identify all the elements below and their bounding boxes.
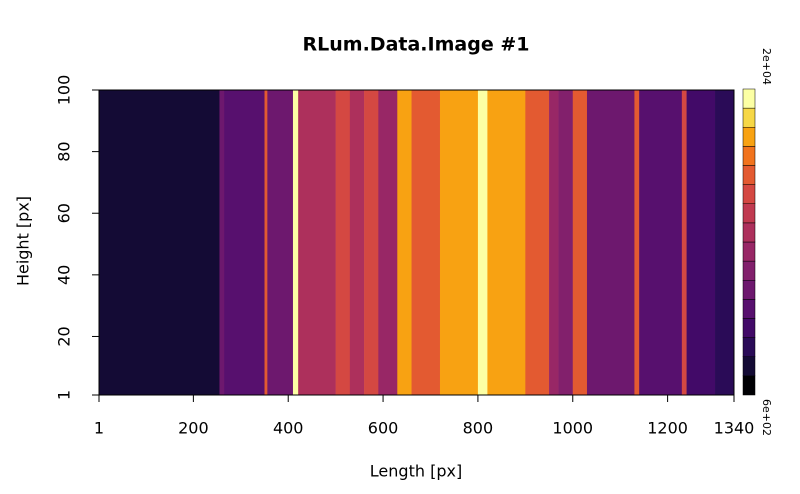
y-tick-label: 60 [55, 203, 74, 223]
heat-column [586, 90, 635, 395]
colorbar-box [742, 280, 756, 300]
y-tick-label: 100 [55, 75, 74, 106]
heat-column [224, 90, 265, 395]
heat-column [681, 90, 687, 395]
heat-column [267, 90, 294, 395]
heat-column [378, 90, 398, 395]
colorbar-box [742, 375, 756, 396]
heat-column [525, 90, 550, 395]
heat-column [219, 90, 225, 395]
heat-column [686, 90, 716, 395]
heat-column [477, 90, 488, 395]
heat-column [292, 90, 299, 395]
heatmap [99, 90, 735, 395]
heat-column [439, 90, 479, 395]
heat-column [335, 90, 351, 395]
heat-column [549, 90, 559, 395]
x-axis-label: Length [px] [370, 462, 462, 481]
heat-column [411, 90, 441, 395]
colorbar-box [742, 356, 756, 377]
heat-column [264, 90, 268, 395]
heat-column [639, 90, 683, 395]
colorbar-box [742, 107, 756, 128]
heat-column [487, 90, 526, 395]
heat-column [397, 90, 412, 395]
heat-column [572, 90, 588, 395]
colorbar-box [742, 165, 756, 185]
y-tick-label: 40 [55, 265, 74, 285]
heat-column [715, 90, 735, 395]
y-tick-label: 1 [55, 390, 74, 400]
colorbar-box [742, 299, 756, 319]
colorbar-box [742, 146, 756, 166]
x-tick-label: 800 [463, 419, 494, 438]
x-tick-label: 1 [94, 419, 104, 438]
colorbar-box [742, 127, 756, 147]
heat-column [364, 90, 379, 395]
y-axis-label: Height [px] [14, 196, 33, 286]
heat-column [99, 90, 220, 395]
colorbar-box [742, 88, 756, 109]
colorbar-box [742, 222, 756, 243]
colorbar-label: 6e+02 [760, 399, 773, 436]
heat-column [634, 90, 640, 395]
x-tick-label: 1340 [714, 419, 755, 438]
x-tick-label: 600 [368, 419, 399, 438]
y-tick-label: 20 [55, 326, 74, 346]
heat-column [558, 90, 574, 395]
y-tick-label: 80 [55, 141, 74, 161]
colorbar-box [742, 184, 756, 204]
x-tick-label: 400 [273, 419, 304, 438]
colorbar-box [742, 203, 756, 224]
x-tick-label: 200 [178, 419, 209, 438]
colorbar-box [742, 260, 756, 281]
axes: 1 200 400 600 800 1000 1200 13401204060801006e+… [55, 48, 774, 437]
heat-column [349, 90, 365, 395]
heat-column [298, 90, 336, 395]
colorbar-label: 2e+04 [760, 48, 773, 85]
chart-title: RLum.Data.Image #1 [303, 34, 530, 56]
x-tick-label: 1200 [647, 419, 688, 438]
x-tick-label: 1000 [552, 419, 593, 438]
colorbar-box [742, 318, 756, 338]
colorbar-box [742, 241, 756, 262]
colorbar-box [742, 337, 756, 357]
